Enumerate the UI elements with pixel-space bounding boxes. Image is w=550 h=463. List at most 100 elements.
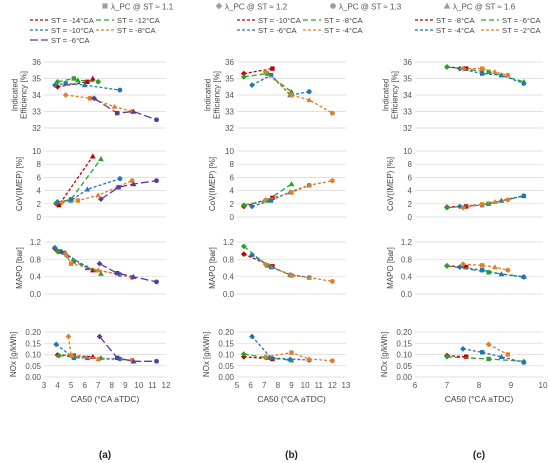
y-tick-label: 34 [403,91,412,100]
data-point [96,333,103,340]
y-axis-label: Efficiency [%] [20,71,29,119]
legend-label: ST = -6°CA [258,26,297,35]
data-point [268,73,274,78]
data-point [498,72,505,78]
data-point [95,267,102,273]
data-point [485,341,492,348]
y-axis-label: NOx [g/kWh] [380,332,389,377]
x-tick-label: 8 [477,381,482,390]
y-tick-label: 6 [408,173,413,182]
y-tick-label: 33 [32,108,41,117]
y-tick-label: 0.4 [30,273,42,282]
data-point [71,76,77,81]
y-tick-label: 10 [32,147,41,156]
data-point [54,78,61,85]
series-line [55,343,120,360]
x-tick-label: 7 [96,381,101,390]
x-tick-label: 13 [342,381,351,390]
data-point [505,72,511,78]
data-point [262,353,269,360]
x-tick-label: 9 [289,381,294,390]
data-point [460,261,466,267]
data-point [62,92,69,98]
legend-label: ST = -8°CA [117,26,156,35]
data-point [95,79,101,85]
data-point [486,69,491,75]
data-point [91,95,98,102]
data-point [288,181,295,187]
y-tick-label: 34 [225,91,234,100]
y-tick-label: 34 [32,91,41,100]
data-point [480,202,485,207]
data-point [154,279,159,285]
data-point [289,92,294,98]
data-point [240,243,247,250]
data-point [54,248,61,255]
y-tick-label: 0.0 [223,290,235,299]
y-tick-label: 6 [37,173,42,182]
data-point [329,358,335,364]
data-point [130,181,137,187]
series-line [67,336,133,361]
y-tick-label: 0.4 [223,273,235,282]
top-legend-marker [330,3,336,9]
data-point [306,97,313,103]
data-point [58,199,65,206]
data-point [154,178,159,184]
data-point [81,82,88,88]
data-point [89,153,96,159]
data-point [505,352,510,357]
data-point [56,202,62,208]
data-point [492,264,498,270]
data-point [98,156,104,162]
series-line [251,254,310,279]
data-point [240,70,247,77]
data-point [444,262,450,269]
data-point [521,81,527,86]
data-point [84,186,91,192]
data-point [498,271,505,277]
y-tick-label: 8 [230,160,235,169]
data-point [521,193,527,199]
data-point [75,77,81,83]
y-tick-label: 0.20 [25,328,41,337]
y-tick-label: 0.0 [401,290,413,299]
x-tick-label: 3 [42,381,47,390]
data-point [460,204,466,211]
series-line [459,266,524,278]
x-axis-title: CA50 (°CA aTDC) [445,394,514,404]
y-tick-label: 0 [230,213,235,222]
legend-label: ST = -4°CA [436,26,475,35]
y-tick-label: 2 [37,200,42,209]
legend-label: ST = -10°CA [258,16,302,25]
data-point [87,96,93,101]
data-point [262,261,269,268]
y-axis-label: Indicated [382,79,391,111]
y-tick-label: 0.20 [396,328,412,337]
data-point [329,110,335,116]
top-legend-label: λ_PC @ ST ≈ 1.3 [339,3,402,12]
series-line [265,71,333,114]
series-line [56,158,102,204]
y-tick-label: 36 [32,58,41,67]
data-point [329,279,335,284]
top-legend-marker [215,2,223,10]
data-point [95,356,102,362]
y-tick-label: 1.2 [223,238,235,247]
data-point [116,185,121,190]
y-axis-label: CoV(IMEP) [%] [386,157,395,211]
legend-label: ST = -10°CA [51,26,95,35]
y-tick-label: 8 [37,160,42,169]
data-point [480,66,485,71]
data-point [96,260,103,267]
x-tick-label: 10 [301,381,310,390]
y-axis-label: CoV(IMEP) [%] [208,157,217,211]
data-point [62,251,69,257]
x-tick-label: 10 [134,381,143,390]
series-line [54,247,121,276]
data-point [71,259,77,264]
legend-label: ST = -2°CA [502,26,541,35]
x-tick-label: 11 [315,381,324,390]
x-tick-label: 5 [235,381,240,390]
x-tick-label: 6 [413,381,418,390]
